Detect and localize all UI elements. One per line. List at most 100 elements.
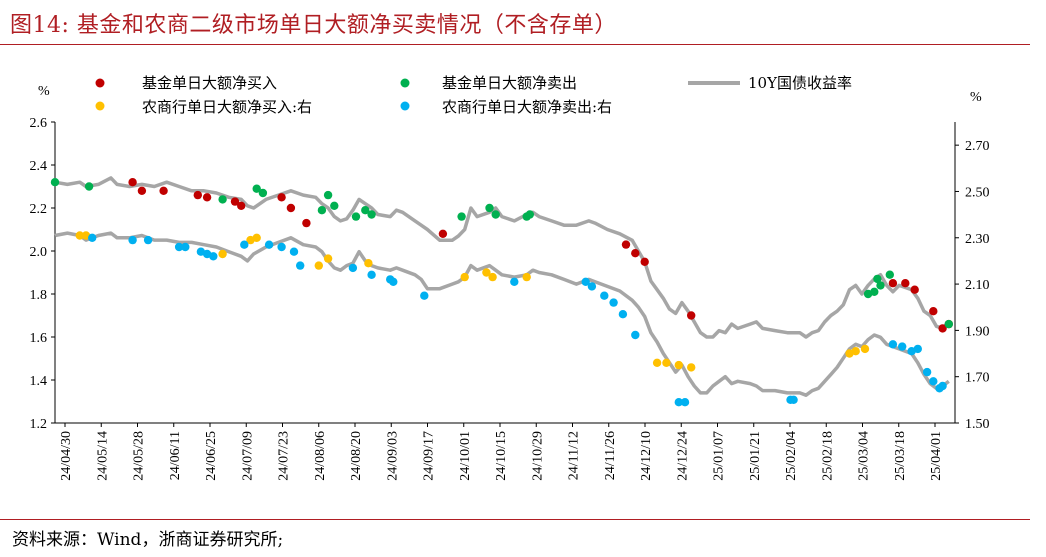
chart: 2.6 2.4 2.2 2.0 1.8 1.6 1.4 1.2 2.70 2.50 2.30 2.1… (30, 74, 990, 481)
rural-buy-point (687, 363, 696, 372)
x-tick-label: 25/03/04 (857, 431, 872, 481)
rural-sell-point (296, 261, 305, 270)
fund-sell-point (525, 210, 534, 219)
fund-sell-point (485, 203, 494, 213)
right-axis-ticks: 2.70 2.50 2.30 2.10 1.90 1.70 1.50 (955, 139, 990, 432)
fund-sell-point (218, 195, 227, 204)
fund-sell-point (317, 206, 327, 215)
series-markers (50, 178, 953, 407)
rural-sell-point (631, 330, 640, 340)
rural-sell-point (888, 340, 898, 349)
fund-buy-point (910, 285, 919, 294)
right-tick-label: 2.70 (965, 139, 990, 154)
legend-rural-sell-marker (400, 101, 410, 111)
fund-sell-point (84, 182, 94, 191)
right-tick-label: 1.90 (965, 324, 990, 339)
fund-sell-point (457, 212, 466, 221)
fund-buy-point (929, 307, 938, 316)
rural-sell-point (209, 252, 218, 261)
right-tick-label: 1.70 (965, 371, 990, 386)
x-tick-label: 24/09/17 (422, 431, 437, 481)
rural-sell-point (128, 235, 137, 245)
rural-sell-point (348, 263, 358, 273)
rural-buy-point (674, 360, 683, 370)
fund-sell-point (885, 270, 894, 279)
legend-fund-buy-label: 基金单日大额净买入 (142, 74, 277, 92)
fund-buy-point (888, 279, 898, 288)
x-axis-ticks: 24/04/30 24/05/14 24/05/28 24/06/11 24/06/25… (59, 423, 944, 481)
title-rule (0, 44, 1030, 45)
source-note: 资料来源：Wind，浙商证券研究所; (12, 530, 284, 550)
rural-buy-point (252, 233, 261, 242)
x-tick-label: 24/07/23 (277, 431, 292, 481)
rural-buy-point (860, 344, 870, 354)
x-tick-label: 24/07/09 (240, 431, 255, 481)
rural-buy-point (662, 358, 671, 367)
x-tick-label: 24/10/01 (458, 431, 473, 481)
x-tick-label: 25/01/21 (748, 431, 763, 481)
rural-buy-point (522, 272, 531, 282)
rural-sell-point (143, 235, 153, 245)
rural-sell-point (420, 291, 429, 300)
rural-sell-point (240, 240, 249, 249)
fund-buy-point (938, 324, 947, 333)
rural-sell-point (600, 291, 609, 300)
x-tick-label: 24/09/03 (385, 431, 400, 481)
rural-sell-point (913, 344, 922, 354)
x-tick-label: 24/05/14 (95, 431, 110, 481)
fund-buy-point (128, 178, 137, 187)
rural-sell-point (898, 342, 907, 351)
fund-buy-point (621, 240, 631, 249)
fund-sell-point (870, 287, 879, 296)
x-tick-label: 25/01/07 (712, 431, 727, 481)
x-tick-label: 24/06/25 (204, 431, 219, 481)
yield-line-left (54, 176, 951, 339)
fund-sell-point (876, 281, 885, 290)
legend-rural-buy-marker (95, 101, 105, 111)
fund-sell-point (50, 178, 60, 187)
fund-buy-point (230, 197, 240, 206)
x-tick-label: 24/11/12 (567, 431, 582, 480)
left-tick-label: 2.2 (30, 202, 48, 217)
right-unit: % (970, 90, 982, 105)
rural-sell-point (922, 367, 932, 377)
right-tick-label: 2.10 (965, 278, 990, 293)
legend-rural-buy-label: 农商行单日大额净买入:右 (142, 98, 312, 116)
left-tick-label: 2.4 (30, 159, 48, 174)
right-tick-label: 2.50 (965, 185, 990, 200)
fund-buy-point (137, 186, 147, 195)
rural-sell-point (389, 277, 398, 286)
fund-buy-point (159, 186, 168, 195)
left-tick-label: 2.0 (30, 245, 48, 260)
x-tick-label: 25/04/01 (929, 431, 944, 481)
rural-buy-point (482, 268, 491, 277)
x-tick-label: 25/02/04 (784, 431, 799, 481)
legend-rural-sell-label: 农商行单日大额净卖出:右 (442, 98, 612, 116)
fund-buy-point (277, 193, 286, 202)
fund-sell-point (258, 188, 268, 198)
fund-sell-point (367, 210, 376, 219)
rural-buy-point (323, 254, 333, 263)
rural-buy-point (314, 261, 323, 270)
x-tick-label: 24/10/29 (530, 431, 545, 481)
rural-sell-point (935, 384, 944, 393)
left-tick-label: 1.2 (30, 417, 48, 432)
rural-sell-point (618, 310, 628, 319)
right-tick-label: 2.30 (965, 232, 990, 247)
x-tick-label: 24/11/26 (603, 431, 618, 480)
x-tick-label: 24/12/10 (639, 431, 654, 481)
rural-sell-point (289, 247, 299, 256)
fund-buy-point (286, 203, 296, 213)
x-tick-label: 24/08/06 (313, 431, 328, 481)
rural-sell-point (680, 398, 690, 407)
fund-buy-point (687, 311, 696, 320)
fund-sell-point (944, 319, 953, 329)
x-tick-label: 24/04/30 (59, 431, 74, 481)
fund-buy-point (202, 193, 212, 202)
fund-buy-point (901, 279, 910, 288)
rural-sell-point (367, 270, 376, 279)
fund-sell-point (873, 274, 882, 284)
legend-fund-buy-marker (95, 78, 105, 88)
fund-sell-point (252, 184, 261, 193)
fund-sell-point (351, 212, 361, 221)
